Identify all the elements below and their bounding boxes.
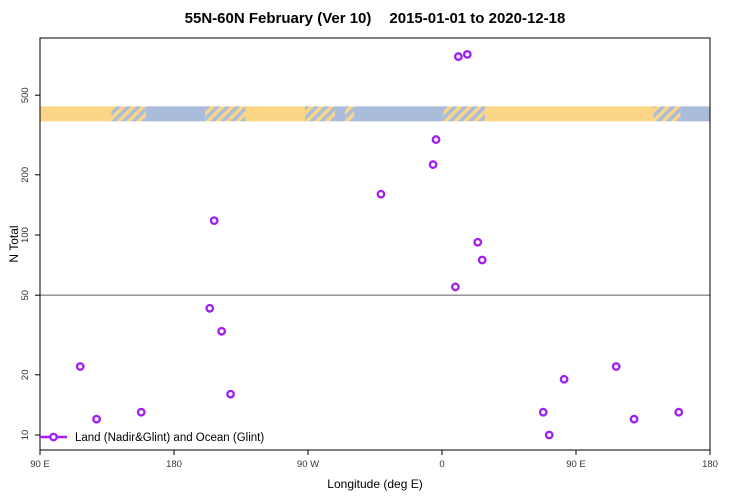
map-strip-segment-ocean (354, 106, 444, 122)
map-strip-segment-ocean (145, 106, 206, 122)
y-tick-label: 100 (20, 227, 31, 243)
plot-border (39, 37, 711, 451)
data-point (205, 303, 215, 313)
map-strip-segment-mix (305, 106, 335, 122)
legend-marker-point (49, 432, 58, 442)
data-point (75, 362, 85, 371)
x-tick-label: 0 (439, 459, 444, 470)
data-point (674, 407, 684, 417)
data-point (477, 255, 487, 265)
data-point (611, 362, 621, 371)
x-tick-label: 180 (702, 459, 718, 470)
x-axis: 90 E 180 90 W 0 90 E 180 (30, 450, 718, 470)
map-strip-segment-mix (111, 106, 146, 122)
x-tick-label: 90 W (297, 459, 319, 470)
y-tick-label: 20 (20, 370, 31, 381)
data-point (136, 407, 146, 417)
data-point (629, 414, 639, 424)
title-date-range: 2015-01-01 to 2020-12-18 (389, 10, 566, 27)
data-point (431, 135, 441, 144)
data-point (226, 389, 235, 399)
y-tick-label: 200 (20, 167, 31, 183)
data-point (209, 216, 219, 226)
data-point (559, 374, 569, 384)
data-point (92, 414, 101, 424)
y-tick-label: 10 (20, 430, 31, 441)
y-axis-title: N Total (7, 225, 21, 263)
map-strip-segment-ocean (680, 106, 710, 122)
map-strip (40, 106, 710, 122)
x-tick-label: 90 E (30, 459, 50, 470)
title-main: 55N-60N February (Ver 10) (184, 10, 372, 27)
data-point (450, 282, 460, 292)
data-point (428, 160, 438, 169)
x-tick-label: 90 E (566, 459, 586, 470)
legend-label: Land (Nadir&Glint) and Ocean (Glint) (75, 432, 264, 444)
map-strip-segment-mix (345, 106, 355, 122)
data-point (473, 237, 483, 247)
y-tick-label: 500 (20, 87, 31, 103)
y-axis: 10 20 50 100 200 500 (20, 87, 40, 440)
x-axis-title: Longitude (deg E) (327, 477, 423, 491)
map-strip-segment-mix (653, 106, 681, 122)
map-strip-segment-land (485, 106, 654, 122)
y-tick-label: 50 (20, 290, 31, 301)
data-point (538, 407, 548, 417)
data-point (544, 430, 554, 440)
chart-title: 55N-60N February (Ver 10) 2015-01-01 to 2… (0, 10, 750, 27)
data-points (75, 49, 684, 440)
map-strip-segment-land (245, 106, 306, 122)
data-point (376, 189, 386, 199)
map-strip-segment-mix (443, 106, 486, 122)
data-point (217, 326, 227, 336)
data-point (462, 49, 472, 59)
map-strip-segment-mix (205, 106, 246, 122)
map-strip-segment-ocean (334, 106, 346, 122)
data-point (453, 52, 463, 61)
map-strip-segment-land (40, 106, 112, 122)
legend: Land (Nadir&Glint) and Ocean (Glint) (40, 432, 264, 444)
x-tick-label: 180 (166, 459, 182, 470)
